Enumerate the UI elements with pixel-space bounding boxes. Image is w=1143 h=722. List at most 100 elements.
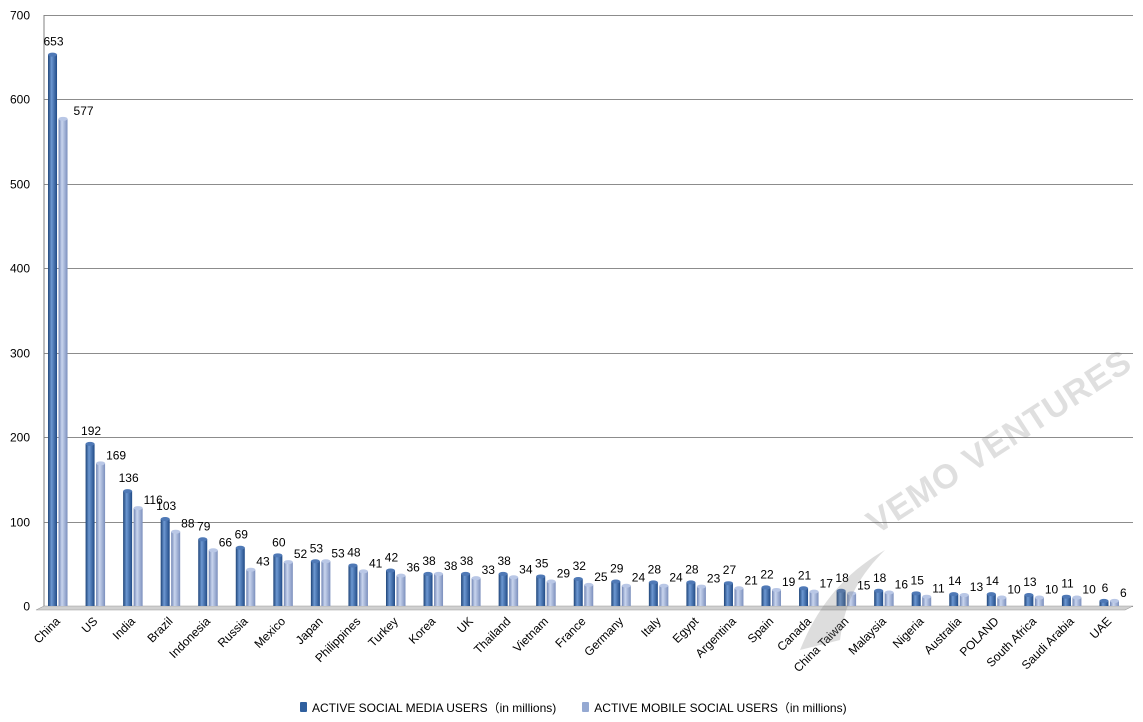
x-category-label: Indonesia (166, 614, 213, 661)
bar-social (648, 582, 658, 606)
bar-top (171, 529, 181, 534)
bar-top (696, 584, 706, 589)
bar-social (385, 570, 395, 606)
data-label-mobile: 29 (557, 567, 571, 581)
bar-top (385, 568, 395, 573)
legend-label-social: ACTIVE SOCIAL MEDIA USERS（in millions) (312, 700, 557, 715)
bar-top (884, 590, 894, 595)
bar-social (761, 587, 771, 606)
bar-top (1099, 598, 1109, 603)
bar-social (874, 590, 884, 606)
bar-top (348, 563, 358, 568)
data-label-mobile: 15 (857, 578, 871, 592)
bar-social (836, 590, 846, 606)
bar-top (1072, 595, 1082, 600)
x-category-label: Spain (745, 614, 777, 646)
bar-top (584, 582, 594, 587)
data-label-social: 32 (573, 559, 587, 573)
bar-mobile (809, 591, 819, 606)
legend-item-mobile: ACTIVE MOBILE SOCIAL USERS（in millions) (582, 699, 847, 716)
x-category-label: India (110, 614, 139, 643)
data-label-mobile: 169 (106, 448, 126, 462)
bar-mobile (1109, 600, 1119, 606)
bar-social (423, 573, 433, 606)
data-label-mobile: 11 (932, 582, 945, 596)
bar-mobile (58, 118, 68, 607)
data-label-social: 14 (986, 574, 1000, 588)
data-label-mobile: 23 (707, 572, 721, 586)
x-category-label: Germany (581, 614, 626, 659)
x-category-label: US (79, 614, 101, 636)
data-label-social: 38 (460, 554, 474, 568)
data-label-social: 14 (948, 574, 962, 588)
bar-top (358, 569, 368, 574)
data-label-social: 42 (385, 551, 399, 565)
bar-top (498, 571, 508, 576)
x-category-label: UAE (1087, 614, 1114, 641)
x-category-label: Nigeria (890, 614, 927, 651)
bar-mobile (1034, 597, 1044, 606)
bar-top (573, 576, 583, 581)
bar-top (723, 581, 733, 586)
bar-mobile (133, 508, 143, 606)
x-category-label: France (552, 614, 589, 651)
data-label-mobile: 53 (331, 546, 345, 560)
x-category-label: Italy (638, 614, 663, 639)
bar-top (847, 591, 857, 596)
data-label-social: 38 (497, 554, 511, 568)
x-category-label: Turkey (365, 614, 401, 650)
bar-social (1024, 595, 1034, 606)
bar-top (911, 591, 921, 596)
bar-top (208, 548, 218, 553)
data-label-social: 28 (685, 562, 699, 576)
bar-top (283, 560, 293, 565)
bar-social (85, 443, 95, 606)
data-label-mobile: 577 (74, 104, 94, 118)
data-label-mobile: 66 (219, 535, 233, 549)
data-label-social: 136 (119, 471, 139, 485)
data-label-social: 29 (610, 562, 624, 576)
data-label-mobile: 13 (970, 580, 984, 594)
bar-mobile (884, 592, 894, 606)
bar-top (986, 592, 996, 597)
gridlines (35, 15, 1134, 611)
bar-social (611, 581, 621, 606)
bar-social (686, 582, 696, 606)
bar-mobile (546, 581, 556, 606)
data-label-mobile: 21 (744, 573, 758, 587)
bar-top (396, 573, 406, 578)
bar-top (648, 580, 658, 585)
bar-top (799, 586, 809, 591)
bar-mobile (659, 585, 669, 606)
data-label-social: 28 (648, 562, 662, 576)
bar-mobile (96, 463, 106, 606)
data-label-mobile: 16 (895, 577, 909, 591)
data-label-social: 6 (1102, 581, 1109, 595)
bar-top (761, 585, 771, 590)
data-label-mobile: 33 (482, 563, 496, 577)
data-label-mobile: 116 (144, 493, 163, 507)
y-tick-label: 100 (10, 516, 30, 530)
x-category-label: Egypt (670, 614, 702, 646)
bar-top (133, 506, 143, 511)
bar-top (1061, 594, 1071, 599)
bar-mobile (1072, 597, 1082, 606)
x-category-label: Argentina (693, 614, 739, 660)
x-category-label: Thailand (471, 614, 513, 656)
bar-social (198, 539, 208, 606)
bar-top (621, 583, 631, 588)
bar-top (922, 594, 932, 599)
y-tick-label: 300 (10, 347, 30, 361)
bar-mobile (321, 561, 331, 606)
bar-social (573, 578, 583, 606)
data-label-mobile: 17 (820, 577, 834, 591)
bar-top (96, 461, 106, 466)
bar-social (160, 519, 170, 606)
bar-mobile (434, 573, 444, 606)
bar-top (1034, 595, 1044, 600)
bar-top (160, 517, 170, 522)
data-label-social: 653 (44, 35, 64, 49)
data-label-mobile: 36 (406, 561, 420, 575)
data-label-social: 38 (422, 554, 436, 568)
